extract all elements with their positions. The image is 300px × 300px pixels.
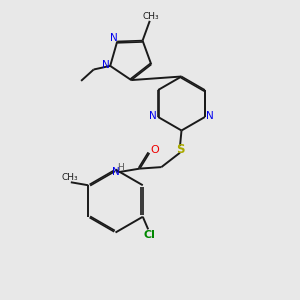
Text: CH₃: CH₃ [61, 173, 78, 182]
Text: N: N [110, 33, 118, 43]
Text: N: N [112, 167, 120, 177]
Text: N: N [149, 110, 157, 121]
Text: N: N [102, 60, 110, 70]
Text: Cl: Cl [144, 230, 156, 240]
Text: S: S [176, 142, 184, 156]
Text: O: O [150, 145, 159, 155]
Text: H: H [118, 163, 124, 172]
Text: CH₃: CH₃ [142, 12, 159, 21]
Text: N: N [206, 110, 214, 121]
